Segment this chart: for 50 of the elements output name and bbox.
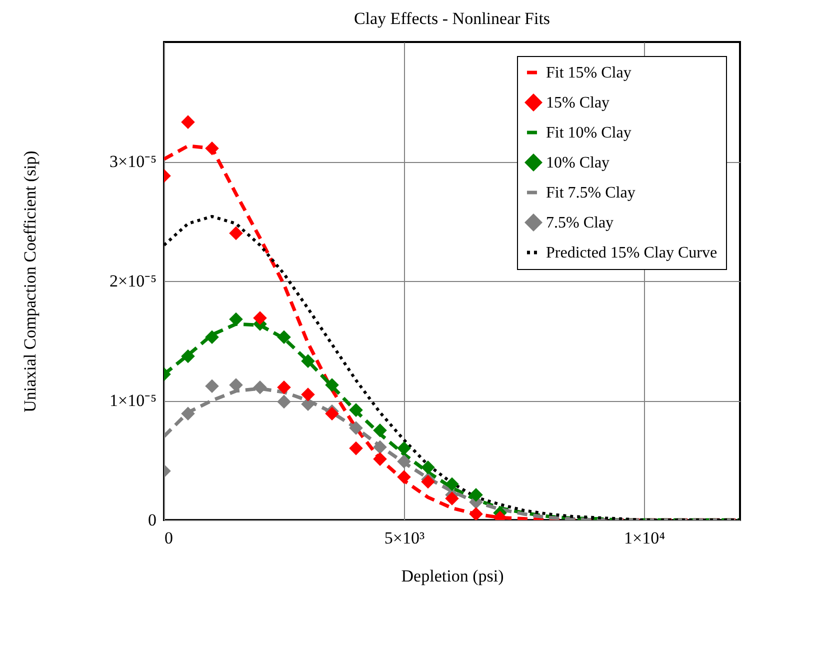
- point: [205, 379, 219, 394]
- point: [325, 378, 339, 392]
- point: [397, 470, 411, 484]
- point: [349, 403, 363, 417]
- point: [229, 378, 243, 392]
- chart-title: Clay Effects - Nonlinear Fits: [354, 9, 550, 28]
- x-tick-label: 1×10⁴: [624, 528, 666, 548]
- point: [253, 311, 267, 325]
- point: [349, 441, 363, 456]
- point: [277, 330, 291, 344]
- legend-label: Predicted 15% Clay Curve: [546, 244, 718, 262]
- y-tick-label: 2×10⁻⁵: [109, 272, 157, 290]
- point: [397, 441, 411, 456]
- point: [253, 380, 267, 394]
- point: [421, 474, 435, 489]
- point: [349, 421, 363, 435]
- point: [205, 330, 219, 344]
- point: [373, 452, 387, 466]
- y-tick-label: 1×10⁻⁵: [109, 391, 157, 410]
- point: [325, 406, 339, 421]
- point: [397, 454, 411, 468]
- point: [181, 349, 195, 364]
- point: [469, 488, 483, 502]
- point: [301, 354, 315, 368]
- x-tick-label: 5×10³: [384, 528, 425, 548]
- point: [277, 394, 291, 409]
- x-tick-label: 0: [164, 528, 173, 548]
- point: [205, 141, 219, 156]
- legend-label: 7.5% Clay: [546, 214, 614, 232]
- y-tick-label: 3×10⁻⁵: [109, 152, 157, 171]
- point: [301, 388, 315, 402]
- legend-label: 10% Clay: [546, 154, 610, 172]
- point: [469, 507, 483, 520]
- point: [229, 312, 243, 326]
- point: [445, 492, 459, 506]
- point: [277, 380, 291, 394]
- legend-label: Fit 10% Clay: [546, 124, 632, 142]
- point: [445, 477, 459, 492]
- point: [181, 406, 195, 421]
- legend-label: Fit 15% Clay: [546, 64, 632, 82]
- legend-label: Fit 7.5% Clay: [546, 184, 636, 202]
- point: [373, 423, 387, 438]
- y-tick-label: 0: [148, 510, 156, 530]
- x-axis-title: Depletion (psi): [401, 566, 504, 586]
- point: [229, 226, 243, 240]
- point: [181, 115, 195, 129]
- y-axis-title: Uniaxial Compaction Coefficient (sip): [20, 150, 40, 412]
- point: [373, 440, 387, 454]
- point: [421, 460, 435, 474]
- legend-label: 15% Clay: [546, 94, 610, 112]
